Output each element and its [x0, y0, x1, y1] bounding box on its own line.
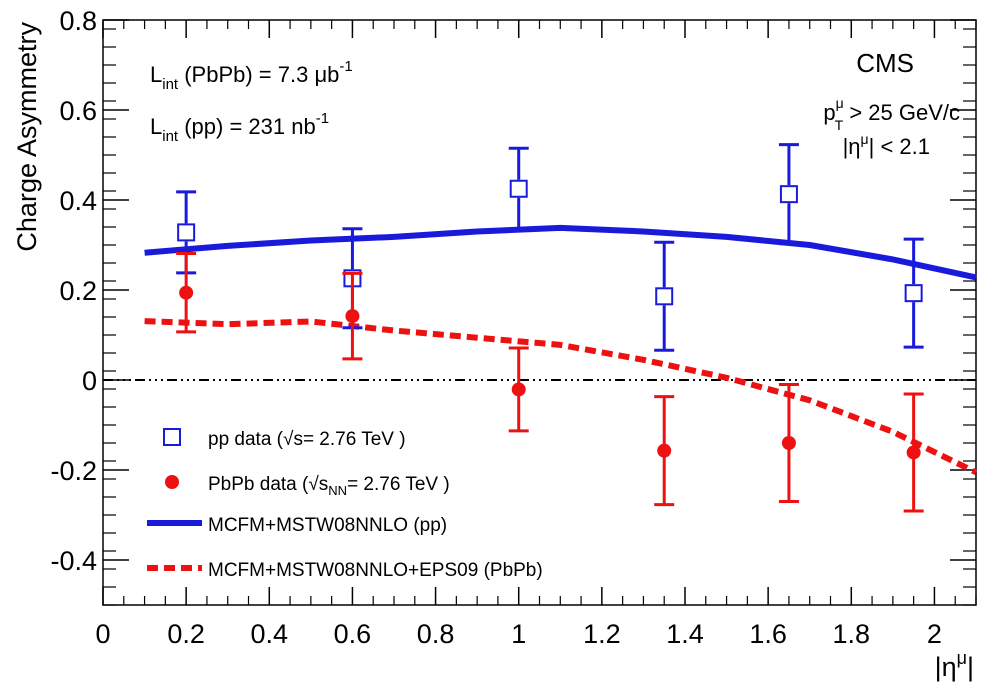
pbpb-data-point	[906, 445, 921, 460]
legend: pp data (√s= 2.76 TeV ) PbPb data (√sNN= …	[147, 428, 543, 581]
eta-cut-annotation: |ημ| < 2.1	[843, 131, 930, 159]
pt-cut-annotation: pμ T > 25 GeV/c	[823, 95, 960, 133]
lumi-pbpb-annotation: Lint (PbPb) = 7.3 μb-1	[150, 58, 353, 93]
axes-layer: 0 0.2 0.4 0.6 0.8 1 1.2 1.4 1.6 1.8 2 -0.4 -0.2 0 0.2 0…	[50, 6, 977, 649]
legend-label: pp data (√s= 2.76 TeV )	[208, 429, 406, 450]
legend-marker-pp	[163, 428, 181, 446]
x-tick-label: 0.2	[167, 619, 205, 649]
pbpb-model-curve	[144, 318, 978, 475]
x-tick-label: 0	[95, 619, 110, 649]
x-tick-label: 0.4	[251, 619, 289, 649]
y-tick-label: -0.2	[50, 456, 97, 486]
pp-data-point	[509, 179, 528, 198]
pp-model-curve	[144, 224, 977, 281]
x-tick-label: 1.6	[749, 619, 787, 649]
x-tick-label: 1.2	[583, 619, 621, 649]
x-tick-label: 0.8	[417, 619, 455, 649]
pbpb-data-point	[511, 382, 526, 397]
y-tick-label: 0	[82, 366, 97, 396]
x-tick-label: 1.4	[666, 619, 704, 649]
x-axis-label: |ημ|	[935, 648, 974, 682]
x-tick-label: 1	[511, 619, 526, 649]
y-tick-label: 0.6	[59, 96, 97, 126]
pbpb-data-point	[345, 309, 360, 324]
legend-label: MCFM+MSTW08NNLO (pp)	[208, 515, 447, 536]
legend-label: PbPb data (√sNN= 2.76 TeV )	[208, 474, 450, 498]
model-curves-layer	[144, 224, 978, 475]
y-tick-label: 0.4	[59, 186, 97, 216]
legend-label: MCFM+MSTW08NNLO+EPS09 (PbPb)	[208, 560, 543, 581]
pp-data-point	[779, 185, 798, 204]
y-tick-label: 0.8	[59, 6, 97, 36]
pp-data-point	[904, 284, 923, 303]
x-tick-label: 2	[927, 619, 942, 649]
x-tick-label: 0.6	[334, 619, 372, 649]
legend-marker-pbpb	[165, 475, 179, 489]
pbpb-data-point	[657, 443, 672, 458]
pp-data-point	[655, 287, 674, 306]
y-axis-label: Charge Asymmetry	[12, 22, 42, 252]
lumi-pp-annotation: Lint (pp) = 231 nb-1	[150, 110, 329, 145]
data-points-layer	[176, 143, 924, 513]
pbpb-data-point	[179, 285, 194, 300]
pp-data-point	[177, 223, 196, 242]
x-tick-label: 1.8	[833, 619, 871, 649]
pbpb-data-point	[781, 436, 796, 450]
y-tick-label: 0.2	[59, 276, 97, 306]
experiment-label: CMS	[856, 48, 914, 78]
y-tick-label: -0.4	[50, 546, 97, 576]
